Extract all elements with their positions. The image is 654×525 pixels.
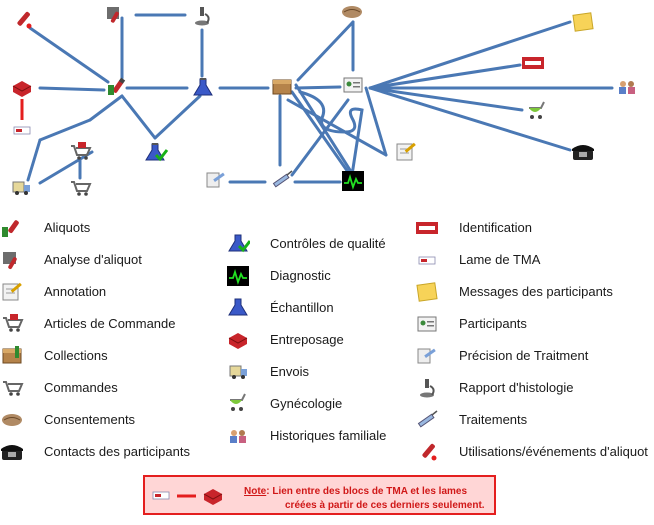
legend-label: Contrôles de qualité xyxy=(270,236,386,251)
storage-box-icon xyxy=(203,489,223,505)
connector-curve xyxy=(298,90,364,177)
connector-line xyxy=(290,90,350,174)
order-item-cart-icon xyxy=(3,314,24,332)
node-orders[interactable] xyxy=(70,181,91,197)
node-participant-messages[interactable] xyxy=(572,12,594,32)
family-icon xyxy=(230,430,246,443)
sticky-note-icon xyxy=(416,282,438,302)
node-treatment-detail[interactable] xyxy=(206,172,225,188)
node-sample[interactable] xyxy=(193,77,213,96)
connector-line xyxy=(88,94,124,122)
note-line-1: Note: Lien entre des blocs de TMA et les… xyxy=(244,486,467,497)
legend-label: Précision de Traitment xyxy=(459,348,589,363)
connector-line xyxy=(120,94,157,140)
stroller-icon xyxy=(230,393,246,411)
legend-label: Contacts des participants xyxy=(44,444,190,459)
aliquot-tube-icon xyxy=(2,220,19,237)
legend-label: Articles de Commande xyxy=(44,316,176,331)
participant-card-icon xyxy=(417,316,437,332)
legend-label: Diagnostic xyxy=(270,268,331,283)
node-annotation[interactable] xyxy=(396,142,416,161)
connector-line xyxy=(38,118,92,142)
node-collections[interactable] xyxy=(272,79,292,95)
syringe-icon xyxy=(417,410,438,428)
shipment-truck-icon xyxy=(229,365,247,379)
treatment-detail-icon xyxy=(417,348,436,364)
node-histology-report[interactable] xyxy=(195,7,210,26)
handshake-icon xyxy=(2,414,22,426)
legend-label: Consentements xyxy=(44,412,136,427)
node-quality-control[interactable] xyxy=(145,142,169,162)
connector-line xyxy=(286,98,388,157)
sample-flask-icon xyxy=(228,298,248,316)
note-text-1: : Lien entre des blocs de TMA et les lam… xyxy=(266,486,468,497)
connector-line xyxy=(368,20,572,90)
node-tma-slide[interactable] xyxy=(13,126,31,135)
tma-slide-icon xyxy=(418,256,436,265)
connector-line xyxy=(368,63,522,90)
node-storage[interactable] xyxy=(12,81,32,97)
legend-label: Commandes xyxy=(44,380,118,395)
node-order-items[interactable] xyxy=(70,142,91,161)
node-diagnostic[interactable] xyxy=(342,171,364,191)
aliquot-analysis-icon xyxy=(3,252,17,270)
note-prefix: Note xyxy=(244,486,267,497)
storage-box-icon xyxy=(228,333,248,349)
legend-label: Lame de TMA xyxy=(459,252,541,267)
microscope-icon xyxy=(420,379,435,398)
legend-label: Collections xyxy=(44,348,108,363)
node-aliquot-use[interactable] xyxy=(17,11,32,29)
node-participant-contacts[interactable] xyxy=(572,145,594,160)
tma-note-box: Note: Lien entre des blocs de TMA et les… xyxy=(143,475,496,515)
connector-line xyxy=(28,26,110,84)
node-aliquots[interactable] xyxy=(108,77,126,95)
connector-line xyxy=(290,98,350,177)
connector-line xyxy=(368,86,572,152)
node-treatments[interactable] xyxy=(272,170,293,188)
legend-label: Échantillon xyxy=(270,300,334,315)
legend-label: Envois xyxy=(270,364,310,379)
legend-label: Messages des participants xyxy=(459,284,613,299)
connector-line xyxy=(38,86,106,92)
node-consents[interactable] xyxy=(342,6,362,18)
legend-label: Entreposage xyxy=(270,332,344,347)
legend-label: Participants xyxy=(459,316,527,331)
legend-label: Aliquots xyxy=(44,220,91,235)
legend-label: Annotation xyxy=(44,284,107,299)
legend-label: Historiques familiale xyxy=(270,428,387,443)
legend-label: Analyse d'aliquot xyxy=(44,252,142,267)
collection-box-icon xyxy=(2,346,22,364)
quality-control-flask-icon xyxy=(228,234,250,253)
entity-relationship-diagram xyxy=(12,6,635,197)
legend-label: Gynécologie xyxy=(270,396,343,411)
legend-label: Identification xyxy=(459,220,532,235)
legend-label: Traitements xyxy=(459,412,528,427)
tma-link-illustration xyxy=(152,489,223,505)
connector-line xyxy=(294,85,342,90)
node-identification[interactable] xyxy=(522,57,544,69)
legend-label: Utilisations/événements d'aliquot xyxy=(459,444,648,459)
aliquot-use-icon xyxy=(422,443,437,461)
connector-line xyxy=(364,86,388,157)
connector-line xyxy=(296,20,355,82)
ecg-monitor-icon xyxy=(227,266,249,286)
identification-barcode-icon xyxy=(416,222,438,234)
connector-lines xyxy=(26,13,614,185)
node-participants[interactable] xyxy=(343,77,363,93)
telephone-icon xyxy=(1,445,23,460)
connector-line xyxy=(26,138,42,182)
connector-line xyxy=(153,94,202,140)
connector-line xyxy=(38,150,94,185)
node-family-history[interactable] xyxy=(619,81,635,94)
note-line-2: créées à partir de ces derniers seulemen… xyxy=(285,500,485,511)
annotation-notepad-icon xyxy=(2,282,22,301)
shopping-cart-icon xyxy=(3,381,24,396)
node-aliquot-analysis[interactable] xyxy=(107,7,120,23)
legend-label: Rapport d'histologie xyxy=(459,380,574,395)
node-gynecology[interactable] xyxy=(529,101,545,119)
connector-line xyxy=(368,86,524,112)
node-shipment[interactable] xyxy=(12,181,30,195)
